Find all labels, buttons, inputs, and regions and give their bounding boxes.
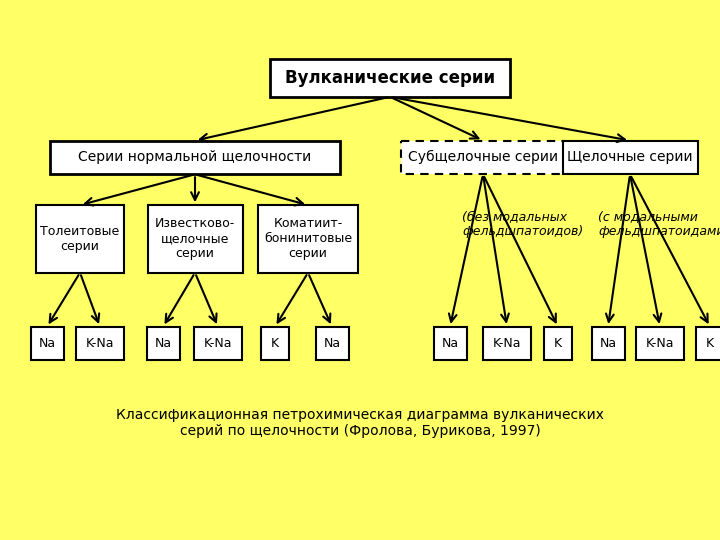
Text: Na: Na — [441, 337, 459, 350]
Text: Известково-
щелочные
серии: Известково- щелочные серии — [155, 218, 235, 260]
Text: K-Na: K-Na — [646, 337, 674, 350]
FancyBboxPatch shape — [36, 205, 124, 273]
Text: (с модальными
фельдшпатоидами): (с модальными фельдшпатоидами) — [598, 210, 720, 238]
FancyBboxPatch shape — [146, 327, 179, 360]
FancyBboxPatch shape — [76, 327, 124, 360]
FancyBboxPatch shape — [30, 327, 63, 360]
Text: Na: Na — [600, 337, 616, 350]
FancyBboxPatch shape — [258, 205, 358, 273]
Text: K: K — [706, 337, 714, 350]
Text: Вулканические серии: Вулканические серии — [285, 69, 495, 87]
Text: Коматиит-
бонинитовые
серии: Коматиит- бонинитовые серии — [264, 218, 352, 260]
FancyBboxPatch shape — [562, 140, 698, 174]
FancyBboxPatch shape — [636, 327, 684, 360]
Text: Na: Na — [154, 337, 171, 350]
Text: Na: Na — [323, 337, 341, 350]
Text: K: K — [554, 337, 562, 350]
FancyBboxPatch shape — [433, 327, 467, 360]
FancyBboxPatch shape — [400, 140, 565, 174]
Text: (без модальных
фельдшпатоидов): (без модальных фельдшпатоидов) — [462, 210, 583, 238]
Text: Щелочные серии: Щелочные серии — [567, 151, 693, 164]
Text: K-Na: K-Na — [492, 337, 521, 350]
FancyBboxPatch shape — [148, 205, 243, 273]
FancyBboxPatch shape — [194, 327, 242, 360]
FancyBboxPatch shape — [544, 327, 572, 360]
FancyBboxPatch shape — [592, 327, 624, 360]
Text: Серии нормальной щелочности: Серии нормальной щелочности — [78, 151, 312, 164]
Text: Na: Na — [38, 337, 55, 350]
Text: Субщелочные серии: Субщелочные серии — [408, 150, 558, 165]
Text: Классификационная петрохимическая диаграмма вулканических
серий по щелочности (Ф: Классификационная петрохимическая диагра… — [116, 408, 604, 438]
FancyBboxPatch shape — [270, 59, 510, 97]
FancyBboxPatch shape — [315, 327, 348, 360]
FancyBboxPatch shape — [483, 327, 531, 360]
FancyBboxPatch shape — [50, 140, 340, 174]
Text: K: K — [271, 337, 279, 350]
FancyBboxPatch shape — [696, 327, 720, 360]
FancyBboxPatch shape — [261, 327, 289, 360]
Text: K-Na: K-Na — [86, 337, 114, 350]
Text: Толеитовые
серии: Толеитовые серии — [40, 225, 120, 253]
Text: K-Na: K-Na — [204, 337, 233, 350]
